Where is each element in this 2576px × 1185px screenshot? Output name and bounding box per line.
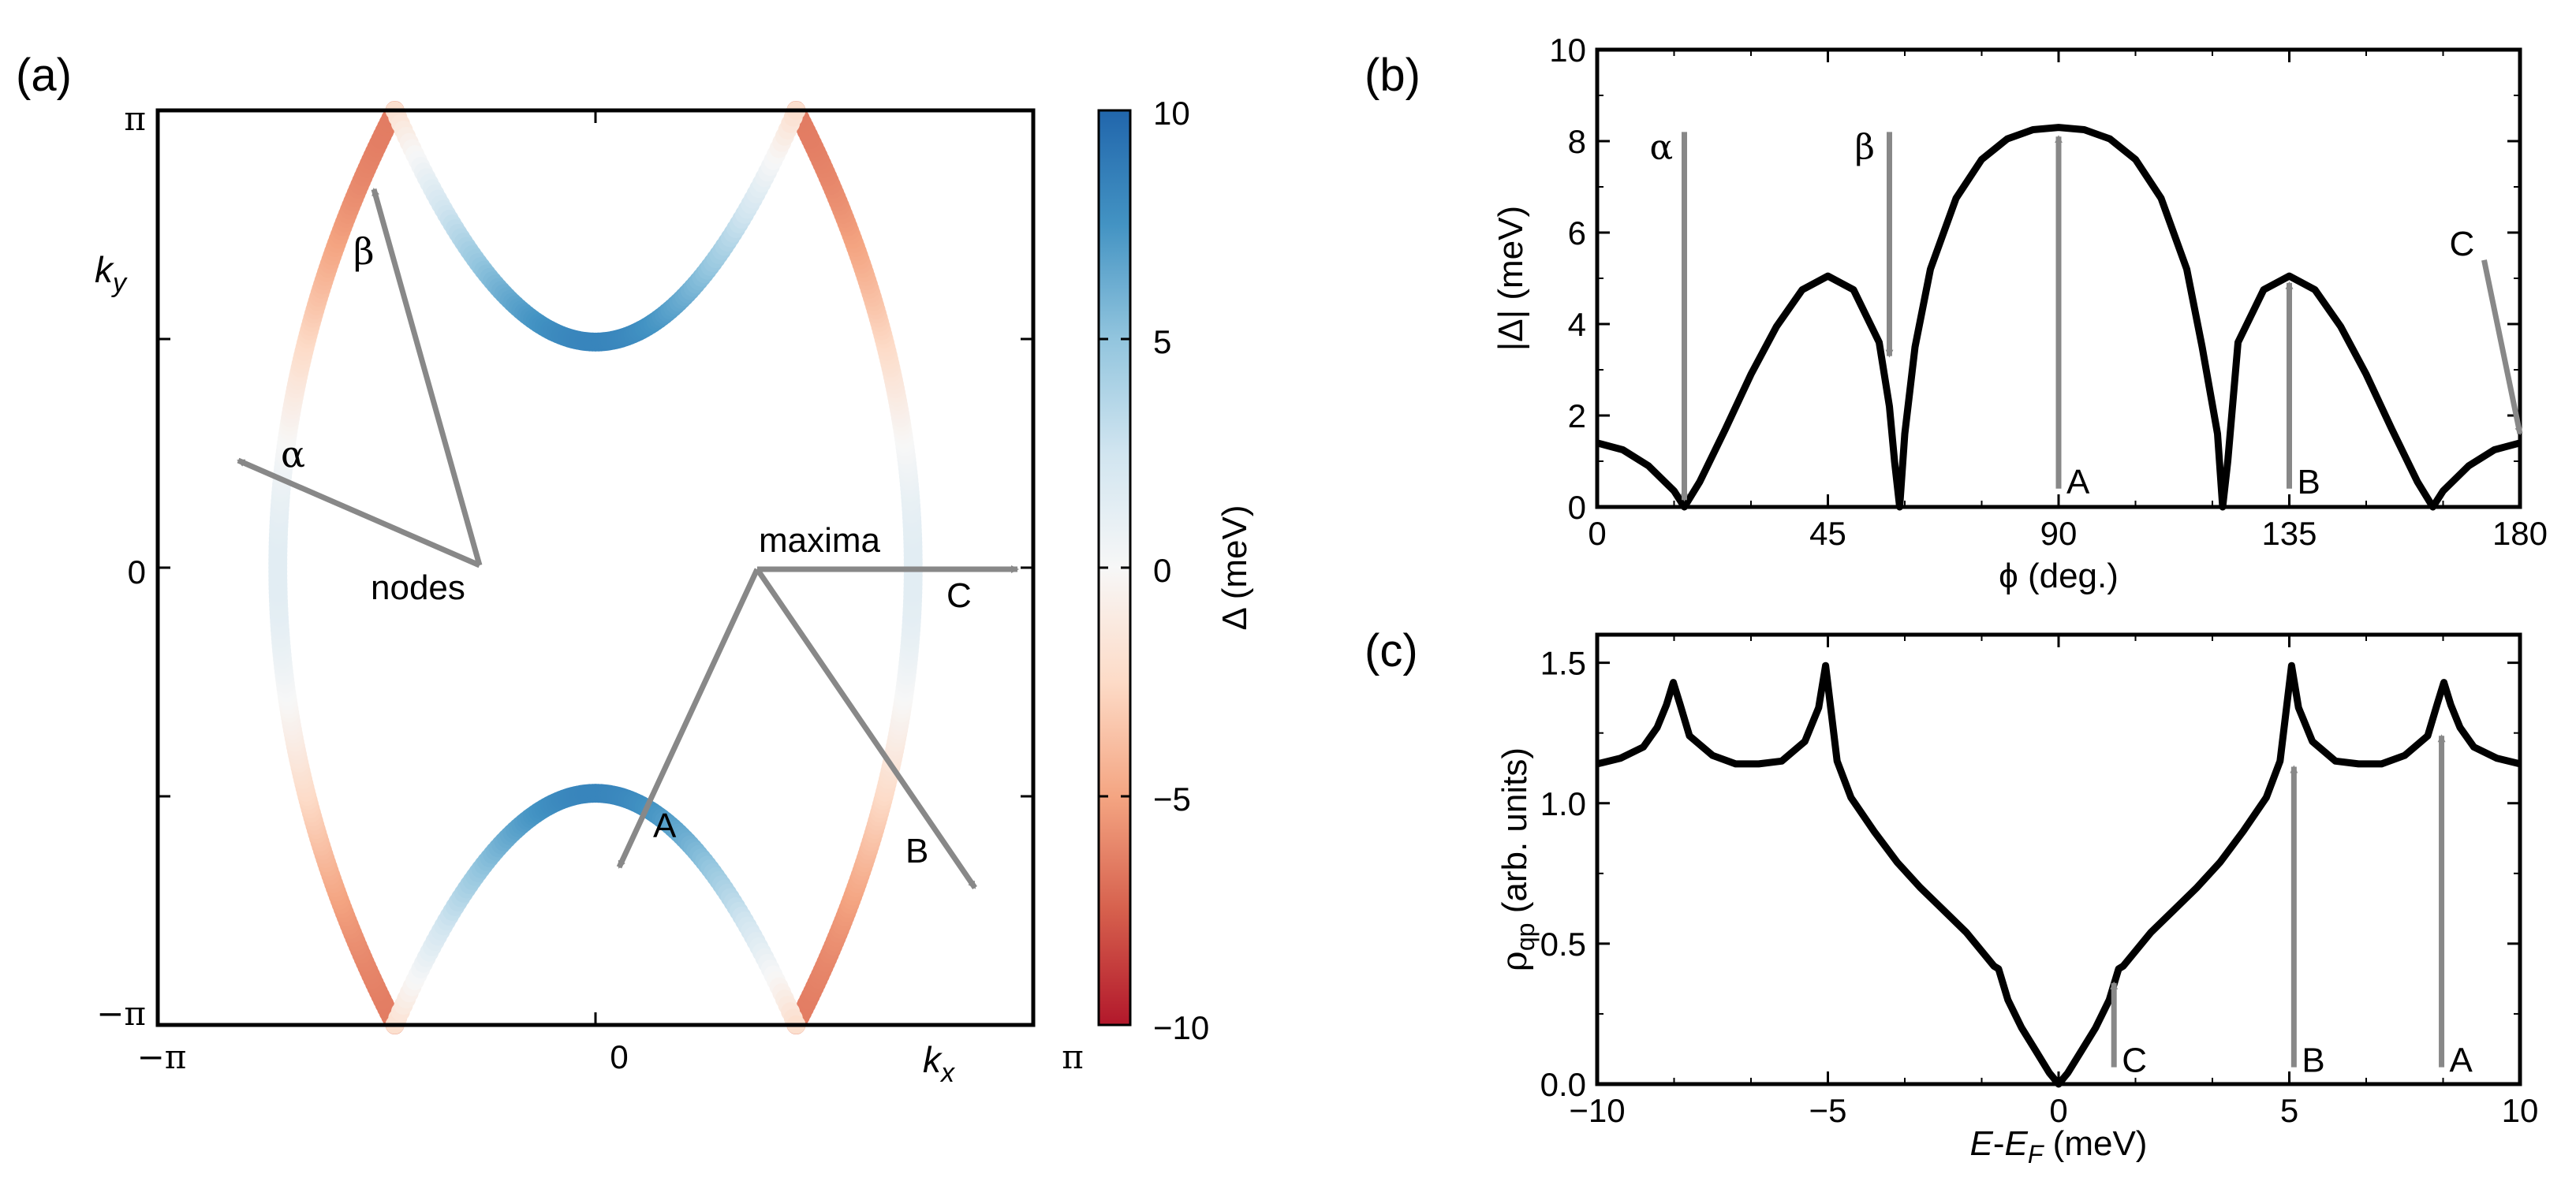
annotation-B: B	[905, 832, 928, 870]
panel-b-arrow-label-B: B	[2298, 463, 2320, 501]
colorbar-tick-5: 5	[1153, 323, 1171, 360]
panel-c-y-tick-label: 0.5	[1540, 926, 1586, 963]
panel-b-ticks	[1596, 48, 2522, 509]
colorbar-ticks	[1099, 337, 1130, 798]
panel-b-x-tick-labels: 0 45 90 135 180	[1588, 515, 2548, 552]
y-tick-zero: 0	[128, 553, 146, 591]
y-tick-neg-pi: −π	[96, 994, 146, 1033]
panel-c-y-tick-label: 1.5	[1540, 645, 1586, 682]
colorbar-tick-10: 10	[1153, 95, 1190, 132]
arrow-maxima-A	[616, 568, 760, 869]
panel-c-arrows	[2110, 734, 2446, 1068]
annotation-A: A	[653, 807, 677, 845]
panel-a-label: (a)	[16, 50, 72, 101]
panel-b: (b) 0 45 90 135 180 0 2 4 6 8 10 α β A B C ϕ (deg.) |…	[1365, 32, 2548, 595]
panel-b-x-tick-label: 135	[2261, 515, 2317, 552]
annotation-beta: β	[353, 230, 375, 273]
annotation-arrows	[237, 188, 1019, 889]
panel-b-arrow-label-α: α	[1650, 127, 1674, 167]
panel-b-x-axis-label: ϕ (deg.)	[1999, 557, 2119, 595]
colorbar: 10 5 0 −5 −10 Δ (meV)	[1097, 95, 1254, 1046]
y-axis-label-ky: ky	[95, 249, 128, 298]
x-tick-zero: 0	[610, 1038, 628, 1075]
panel-c-x-tick-label: 0	[2049, 1092, 2067, 1129]
panel-b-arrow-labels: α β A B C	[1650, 127, 2475, 501]
panel-c-label: (c)	[1365, 625, 1418, 676]
panel-c-x-tick-labels: −10 −5 0 5 10	[1569, 1092, 2538, 1129]
panel-c-x-tick-label: −10	[1569, 1092, 1625, 1129]
panel-b-y-tick-label: 10	[1549, 32, 1586, 69]
panel-b-arrow-label-β: β	[1855, 127, 1875, 167]
dos-curve	[1596, 661, 2522, 1088]
panel-b-arrow-label-C: C	[2450, 225, 2475, 263]
panel-b-x-tick-label: 180	[2492, 515, 2548, 552]
panel-b-arrows	[1680, 132, 2523, 502]
x-tick-pi: π	[1062, 1038, 1084, 1076]
panel-c-y-tick-label: 1.0	[1540, 785, 1586, 822]
panel-c-frame	[1595, 632, 2522, 1086]
annotation-maxima: maxima	[759, 521, 881, 560]
panel-b-x-tick-label: 0	[1588, 515, 1606, 552]
panel-c-y-axis-label: ρqp (arb. units)	[1495, 747, 1540, 971]
panel-c-y-tick-label: 0.0	[1540, 1066, 1586, 1103]
panel-c-arrow-label-A: A	[2450, 1042, 2473, 1080]
gap-curve	[1596, 124, 2522, 511]
panel-c-ticks	[1596, 635, 2522, 1086]
annotation-nodes: nodes	[371, 568, 465, 607]
panel-c-x-axis-label: E-EF (meV)	[1970, 1124, 2148, 1168]
panel-c-arrow-label-C: C	[2122, 1042, 2147, 1080]
panel-b-y-tick-label: 6	[1568, 214, 1586, 252]
panel-c-y-tick-labels: 0.0 0.5 1.0 1.5	[1540, 645, 1586, 1103]
panel-a: (a) −π 0 π π 0 −π kx ky nodes maxima α β…	[16, 50, 1254, 1088]
panel-c-arrow-label-B: B	[2302, 1042, 2324, 1080]
fermi-surface	[268, 101, 923, 1034]
arrow-maxima-B	[755, 568, 977, 889]
panel-b-y-axis-label: |Δ| (meV)	[1491, 206, 1530, 351]
panel-b-arrow-label-A: A	[2066, 463, 2090, 501]
arrow-nodes-beta	[371, 188, 483, 566]
panel-c: (c) −10 −5 0 5 10 0.0 0.5 1.0 1.5 C B A E-EF (meV…	[1365, 625, 2538, 1168]
panel-b-x-tick-label: 45	[1809, 515, 1846, 552]
panel-b-y-tick-label: 2	[1568, 397, 1586, 434]
panel-b-arrow-C	[2481, 259, 2523, 436]
colorbar-tick-neg5: −5	[1153, 781, 1191, 818]
colorbar-label: Δ (meV)	[1215, 505, 1254, 631]
panel-a-ticks	[156, 110, 1035, 1025]
panel-b-y-tick-label: 8	[1568, 123, 1586, 160]
y-tick-pi: π	[124, 99, 146, 138]
panel-b-x-tick-label: 90	[2040, 515, 2078, 552]
x-tick-neg-pi: −π	[137, 1038, 187, 1076]
colorbar-tick-0: 0	[1153, 552, 1171, 589]
panel-b-label: (b)	[1365, 50, 1421, 101]
panel-b-y-tick-label: 4	[1568, 306, 1586, 343]
panel-c-x-tick-label: 10	[2502, 1092, 2539, 1129]
panel-c-x-tick-label: 5	[2280, 1092, 2298, 1129]
panel-c-x-tick-label: −5	[1809, 1092, 1847, 1129]
annotation-alpha: α	[281, 433, 305, 475]
panel-b-y-tick-labels: 0 2 4 6 8 10	[1549, 32, 1586, 526]
arrow-nodes-alpha	[237, 457, 481, 568]
annotation-C: C	[946, 576, 972, 615]
colorbar-tick-neg10: −10	[1153, 1009, 1209, 1046]
panel-b-y-tick-label: 0	[1568, 489, 1586, 526]
x-axis-label-kx: kx	[923, 1039, 955, 1088]
